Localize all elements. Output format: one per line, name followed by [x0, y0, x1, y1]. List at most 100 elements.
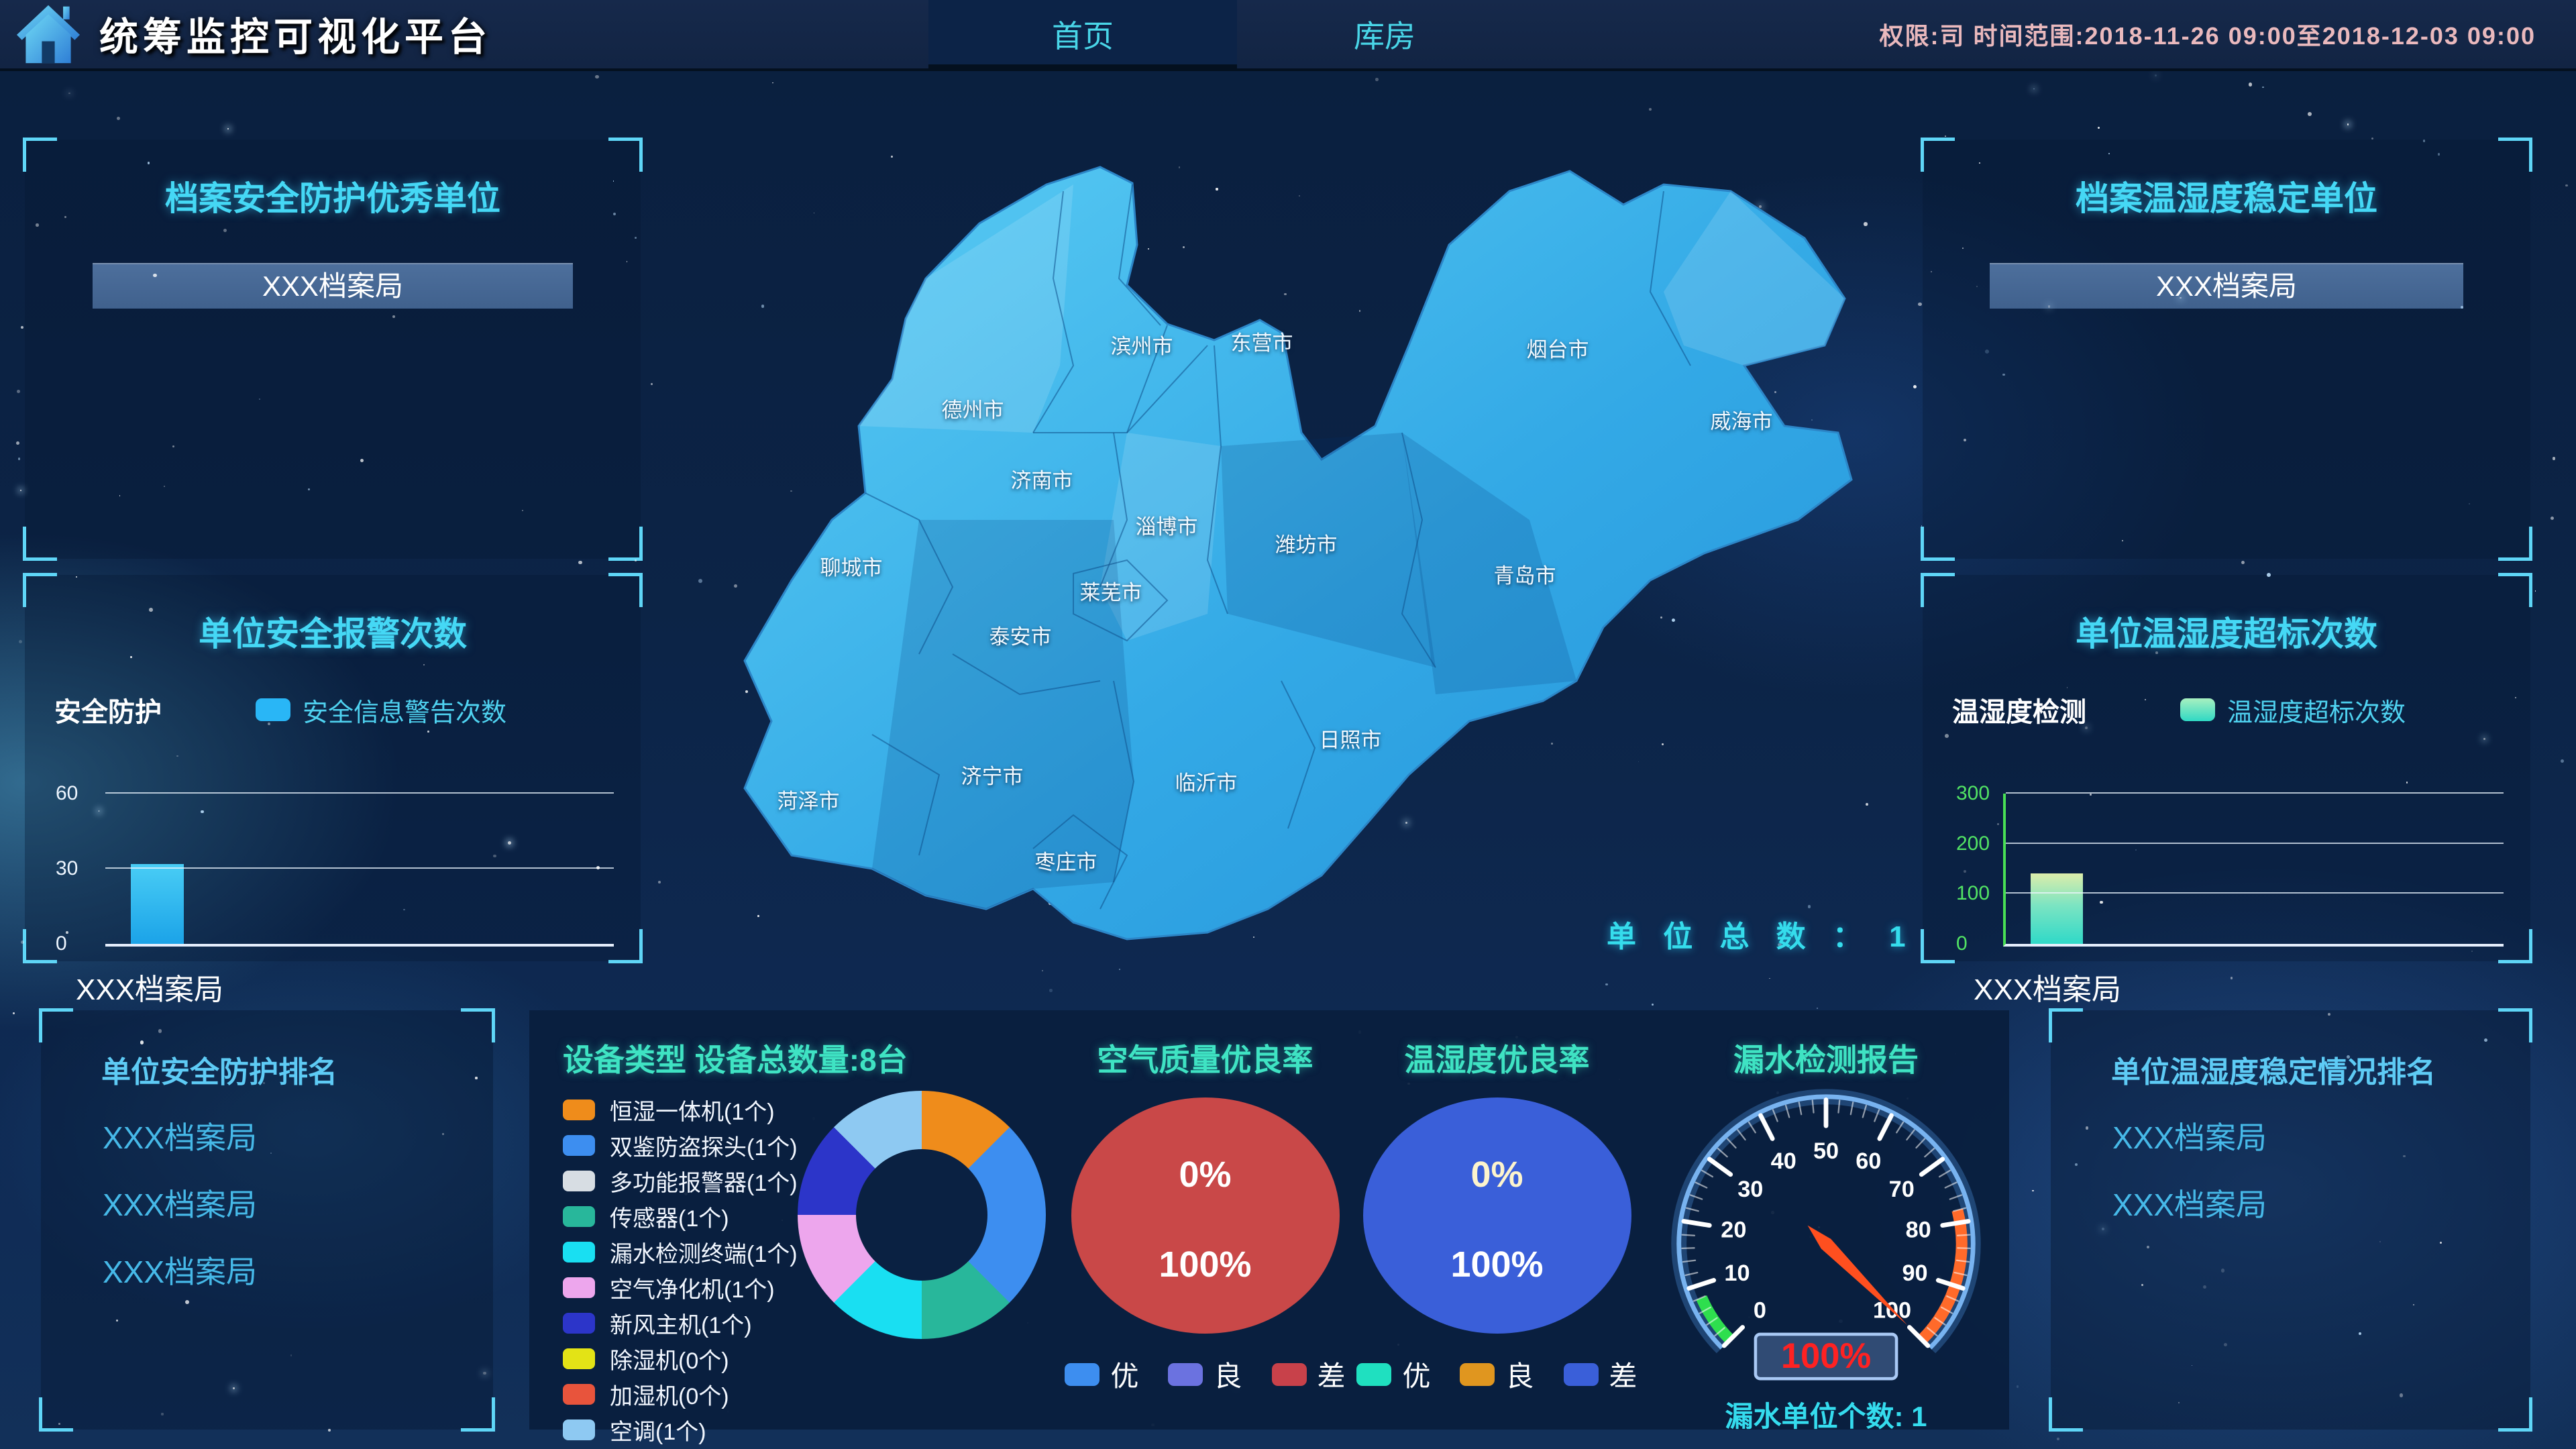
rank-title: 单位温湿度稳定情况排名	[2111, 1048, 2530, 1091]
province-shape[interactable]: 德州市 滨州市 东营市 烟台市威海市济南市淄博市潍坊市青岛市 聊城市莱芜市泰安市日照市济…	[745, 167, 1851, 939]
panel-temp-stable-units: 档案温湿度稳定单位 XXX档案局	[1923, 140, 2530, 559]
star	[1945, 136, 1946, 137]
chart-legend[interactable]: 温湿度超标次数	[2180, 692, 2406, 729]
shandong-map[interactable]: 德州市 滨州市 东营市 烟台市威海市济南市淄博市潍坊市青岛市 聊城市莱芜市泰安市日照市济…	[698, 144, 1878, 949]
star	[1918, 303, 1921, 306]
city-label-德州市[interactable]: 德州市	[942, 398, 1004, 422]
city-label-菏泽市[interactable]: 菏泽市	[777, 790, 840, 813]
star	[1605, 983, 1607, 985]
series-label: 温湿度检测	[1952, 690, 2086, 729]
temp-quality-title: 温湿度优良率	[1351, 1036, 1643, 1080]
star	[1049, 989, 1052, 991]
star	[1652, 1004, 1654, 1006]
home-icon[interactable]	[12, 1, 85, 66]
legend-swatch	[563, 1384, 595, 1405]
rank-item: XXX档案局	[103, 1181, 493, 1225]
gauge-tick-20: 20	[1721, 1217, 1746, 1242]
star	[2098, 127, 2100, 129]
device-legend-item[interactable]: 空调(1个)	[563, 1412, 1059, 1448]
star	[578, 561, 582, 565]
gauge-tick-50: 50	[1813, 1138, 1839, 1164]
city-label-威海市[interactable]: 威海市	[1711, 410, 1773, 433]
gauge-tick-60: 60	[1856, 1148, 1881, 1174]
brand: 统筹监控可视化平台	[12, 1, 492, 66]
city-label-滨州市[interactable]: 滨州市	[1111, 335, 1173, 358]
y-tick: 0	[1956, 932, 1968, 955]
panel-title: 档案安全防护优秀单位	[25, 172, 641, 220]
rank-item: XXX档案局	[2112, 1114, 2530, 1158]
legend-item-优[interactable]: 优	[1065, 1354, 1138, 1395]
panel-title: 档案温湿度稳定单位	[1923, 172, 2530, 220]
city-label-日照市[interactable]: 日照市	[1320, 729, 1382, 752]
city-label-泰安市[interactable]: 泰安市	[989, 625, 1052, 649]
city-label-烟台市[interactable]: 烟台市	[1527, 338, 1589, 362]
city-label-莱芜市[interactable]: 莱芜市	[1080, 581, 1142, 604]
unit-pill[interactable]: XXX档案局	[93, 263, 573, 309]
rank-item: XXX档案局	[2112, 1181, 2530, 1225]
temp-quality-section: 温湿度优良率 0% 100% 优 良 差	[1351, 1010, 1643, 1430]
y-tick: 100	[1956, 882, 1990, 905]
legend-item-差[interactable]: 差	[1272, 1354, 1346, 1395]
star	[227, 128, 229, 129]
device-legend-item[interactable]: 加湿机(0个)	[563, 1377, 1059, 1412]
city-label-临沂市[interactable]: 临沂市	[1175, 771, 1238, 795]
legend-label: 良	[1505, 1354, 1534, 1395]
star	[595, 75, 599, 79]
star	[117, 117, 120, 120]
legend-swatch	[1356, 1363, 1391, 1386]
star	[2551, 517, 2554, 520]
star	[17, 390, 20, 393]
panel-title: 单位安全报警次数	[25, 607, 641, 655]
legend-swatch	[563, 1348, 595, 1369]
legend-swatch	[563, 1277, 595, 1298]
gauge-tick-40: 40	[1771, 1148, 1796, 1174]
star	[2308, 112, 2312, 116]
water-leak-section: 漏水检测报告 0102030405060708090100100% 漏水单位个数…	[1643, 1010, 2009, 1430]
city-label-青岛市[interactable]: 青岛市	[1494, 564, 1556, 588]
legend-label: 差	[1318, 1354, 1346, 1395]
star	[772, 83, 773, 84]
star	[1913, 385, 1917, 388]
panel-security-alarm-chart: 单位安全报警次数 安全防护 安全信息警告次数 0 30 60 XXX档案局	[25, 575, 641, 961]
legend-label: 差	[1609, 1354, 1638, 1395]
gauge-tick-80: 80	[1906, 1217, 1931, 1242]
leak-unit-count: 漏水单位个数: 1	[1643, 1394, 2009, 1435]
city-label-聊城市[interactable]: 聊城市	[820, 556, 883, 580]
air-quality-legend[interactable]: 优良 差	[1059, 1354, 1351, 1395]
temp-quality-legend[interactable]: 优良差	[1351, 1354, 1643, 1395]
star	[2241, 561, 2245, 564]
legend-swatch	[2180, 698, 2215, 721]
legend-swatch	[563, 1313, 595, 1334]
star	[16, 441, 19, 445]
device-legend-item[interactable]: 除湿机(0个)	[563, 1341, 1059, 1377]
unit-pill[interactable]: XXX档案局	[1990, 263, 2464, 309]
legend-item-良[interactable]: 良	[1168, 1354, 1242, 1395]
chart-legend[interactable]: 安全信息警告次数	[256, 692, 506, 729]
legend-label: 传感器(1个)	[610, 1200, 729, 1233]
star	[20, 490, 21, 491]
legend-item-差[interactable]: 差	[1564, 1354, 1638, 1395]
star	[21, 326, 23, 329]
y-tick: 300	[1956, 782, 1990, 805]
gauge-needle	[1808, 1226, 1908, 1326]
city-label-潍坊市[interactable]: 潍坊市	[1275, 533, 1338, 557]
gauge-value: 100%	[1781, 1336, 1871, 1376]
legend-item-良[interactable]: 良	[1460, 1354, 1534, 1395]
star	[2249, 83, 2253, 87]
city-label-济南市[interactable]: 济南市	[1011, 469, 1073, 492]
star	[2033, 89, 2035, 90]
legend-item-优[interactable]: 优	[1356, 1354, 1430, 1395]
pie-label-bottom: 100%	[1363, 1244, 1631, 1285]
bar	[2031, 873, 2083, 944]
city-label-济宁市[interactable]: 济宁市	[961, 765, 1024, 788]
tab-首页[interactable]: 首页	[928, 0, 1237, 68]
tab-库房[interactable]: 库房	[1237, 0, 1532, 68]
legend-swatch	[563, 1419, 595, 1440]
legend-label: 空调(1个)	[610, 1413, 706, 1446]
device-type-section: 设备类型 设备总数量:8台 恒湿一体机(1个) 双鉴防盗探头(1个) 多功能报警器(…	[529, 1010, 1059, 1430]
city-label-淄博市[interactable]: 淄博市	[1136, 515, 1198, 539]
city-label-枣庄市[interactable]: 枣庄市	[1035, 851, 1097, 874]
legend-swatch	[1564, 1363, 1599, 1386]
city-label-东营市[interactable]: 东营市	[1231, 331, 1293, 355]
bar	[131, 864, 184, 944]
